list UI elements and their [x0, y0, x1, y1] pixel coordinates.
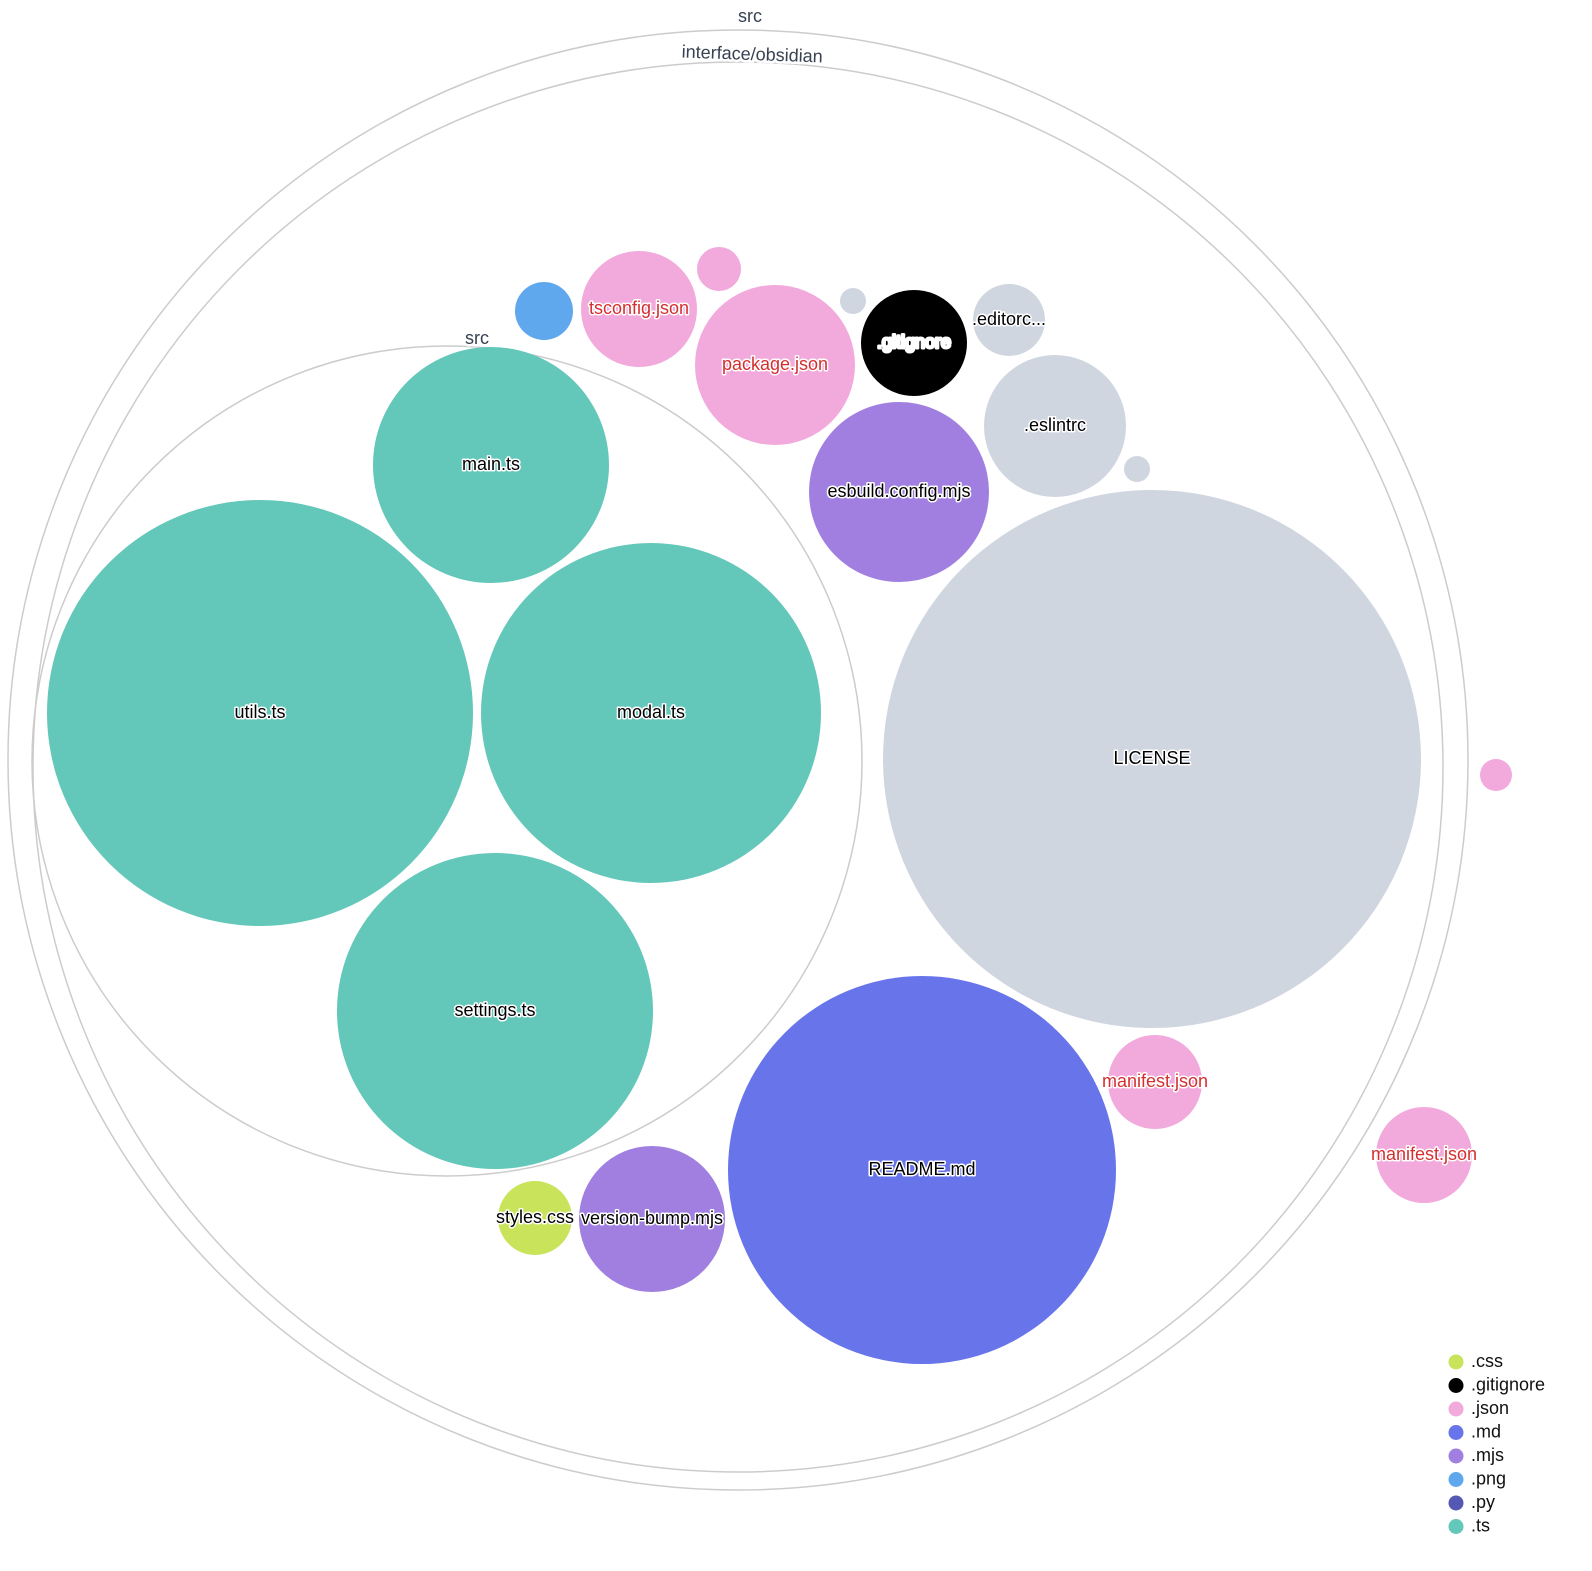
file-circle[interactable] [515, 282, 573, 340]
folder-label: interface/obsidian [681, 42, 823, 67]
legend-swatch [1448, 1472, 1464, 1487]
legend-swatch [1448, 1519, 1464, 1534]
legend-label: .json [1471, 1398, 1509, 1418]
file-circle[interactable] [728, 976, 1116, 1364]
file-circle[interactable] [1108, 1035, 1202, 1129]
file-label: .editorc... [972, 309, 1046, 329]
file-label: settings.ts [454, 1000, 535, 1020]
file-label: main.ts [462, 454, 520, 474]
file-label: .gitignore [877, 332, 951, 352]
legend-item: .py [1448, 1492, 1495, 1512]
legend-swatch [1448, 1448, 1464, 1464]
legend-item: .png [1448, 1468, 1506, 1488]
file-label: tsconfig.json [589, 298, 689, 318]
legend-swatch [1448, 1378, 1464, 1393]
legend-swatch [1448, 1425, 1464, 1440]
legend-item: .mjs [1448, 1445, 1504, 1465]
file-circle[interactable] [973, 284, 1045, 356]
file-circle[interactable] [1376, 1107, 1472, 1203]
file-label: esbuild.config.mjs [827, 481, 970, 501]
file-circle[interactable] [883, 490, 1421, 1028]
file-label: README.md [868, 1159, 975, 1179]
file-circle[interactable] [337, 853, 653, 1169]
legend-label: .gitignore [1471, 1374, 1545, 1394]
legend-label: .mjs [1471, 1445, 1504, 1465]
legend-item: .ts [1448, 1515, 1490, 1535]
file-label: package.json [722, 354, 828, 374]
legend-item: .css [1448, 1351, 1503, 1371]
file-label: modal.ts [617, 702, 685, 722]
legend-swatch [1448, 1495, 1464, 1511]
legend-label: .png [1471, 1468, 1506, 1488]
file-circle[interactable] [579, 1146, 725, 1292]
file-label: .eslintrc [1024, 415, 1086, 435]
legend-label: .ts [1471, 1515, 1490, 1535]
file-circle[interactable] [481, 543, 821, 883]
file-label: utils.ts [234, 702, 285, 722]
file-circle[interactable] [1124, 456, 1150, 482]
file-circle[interactable] [697, 247, 741, 291]
file-circle[interactable] [861, 290, 967, 396]
file-circle[interactable] [840, 288, 866, 314]
file-circle[interactable] [809, 402, 989, 582]
file-circle[interactable] [1480, 759, 1512, 791]
folder-ring[interactable] [32, 61, 1444, 1473]
file-circle[interactable] [581, 251, 697, 367]
legend-label: .md [1471, 1421, 1501, 1441]
file-label: LICENSE [1113, 748, 1190, 768]
folder-ring[interactable] [7, 29, 1469, 1491]
file-label: manifest.json [1371, 1144, 1477, 1164]
legend-swatch [1448, 1354, 1464, 1370]
folder-ring[interactable] [31, 345, 863, 1177]
legend-label: .py [1471, 1492, 1495, 1512]
file-circle[interactable] [498, 1181, 572, 1255]
legend-item: .md [1448, 1421, 1501, 1441]
legend-label: .css [1471, 1351, 1503, 1371]
file-label: styles.css [496, 1207, 574, 1227]
file-label: version-bump.mjs [581, 1208, 723, 1228]
file-label: manifest.json [1102, 1071, 1208, 1091]
legend-item: .json [1448, 1398, 1509, 1418]
folder-label: src [465, 328, 489, 348]
folder-label: src [738, 6, 762, 26]
file-circle[interactable] [984, 355, 1126, 497]
file-circle[interactable] [47, 500, 473, 926]
legend-swatch [1448, 1401, 1464, 1417]
file-circle[interactable] [695, 285, 855, 445]
file-circle[interactable] [373, 347, 609, 583]
legend-item: .gitignore [1448, 1374, 1545, 1394]
